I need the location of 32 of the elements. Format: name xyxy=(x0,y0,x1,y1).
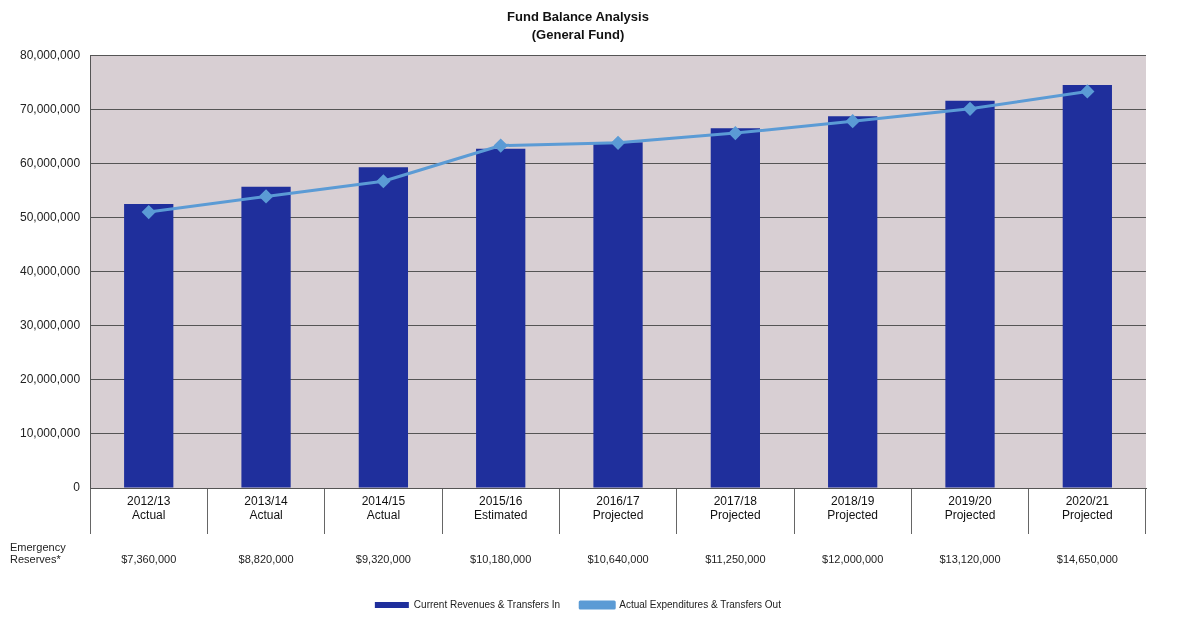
x-tick-label: 2015/16 Estimated xyxy=(474,493,528,522)
text: $14,650,000 xyxy=(1056,553,1118,566)
chart-subtitle: (General Fund) xyxy=(531,26,625,42)
y-tick-label: 10,000,000 xyxy=(20,426,81,441)
x-tick-label: 2013/14 Actual xyxy=(244,493,289,522)
y-tick-label: 20,000,000 xyxy=(20,372,81,387)
text: $9,320,000 xyxy=(355,553,411,566)
x-tick-label: 2014/15 Actual xyxy=(361,493,406,522)
text: $10,640,000 xyxy=(587,553,649,566)
y-tick-label: 50,000,000 xyxy=(20,209,81,224)
y-tick-label: 80,000,000 xyxy=(20,47,81,62)
text: $8,820,000 xyxy=(238,553,294,566)
text: $12,000,000 xyxy=(822,553,884,566)
legend-label: Current Revenues & Transfers In xyxy=(413,598,561,610)
y-tick-label: 40,000,000 xyxy=(20,263,81,278)
x-tick-label: 2016/17 Projected xyxy=(592,493,644,522)
x-tick-label: 2017/18 Projected xyxy=(710,493,761,522)
y-tick-label: 0 xyxy=(73,480,81,495)
text: $11,250,000 xyxy=(705,553,766,566)
text: $10,180,000 xyxy=(470,553,532,566)
legend-label: Actual Expenditures & Transfers Out xyxy=(619,598,782,610)
y-tick-label: 60,000,000 xyxy=(20,155,81,170)
y-tick-label: 70,000,000 xyxy=(20,101,81,116)
x-tick-label: 2019/20 Projected xyxy=(944,493,996,522)
text: Emergency Reserves* xyxy=(10,541,67,566)
text: $13,120,000 xyxy=(939,553,1001,566)
text: $7,360,000 xyxy=(121,553,177,566)
chart-title: Fund Balance Analysis xyxy=(507,9,649,25)
x-tick-label: 2020/21 Projected xyxy=(1061,493,1113,522)
x-tick-label: 2018/19 Projected xyxy=(827,493,879,522)
y-tick-label: 30,000,000 xyxy=(20,318,81,333)
x-tick-label: 2012/13 Actual xyxy=(127,493,171,522)
